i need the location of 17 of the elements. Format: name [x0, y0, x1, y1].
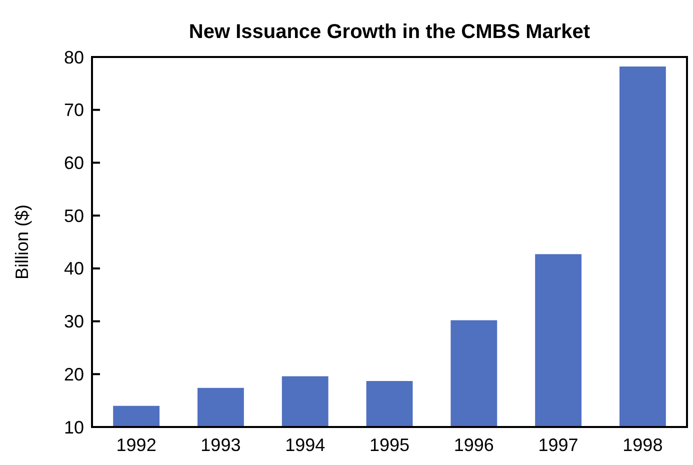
y-axis-title: Billion ($) — [12, 204, 32, 280]
x-tick-label: 1998 — [622, 435, 663, 455]
y-tick-label: 10 — [64, 417, 84, 438]
y-tick-label: 30 — [64, 312, 84, 332]
y-tick-label: 20 — [64, 364, 84, 384]
x-tick-label: 1996 — [454, 435, 494, 455]
y-tick-label: 40 — [64, 258, 84, 279]
y-tick-label: 50 — [64, 206, 84, 226]
x-tick-label: 1995 — [369, 435, 410, 455]
y-tick-label: 80 — [64, 47, 84, 68]
y-tick-label: 70 — [64, 100, 84, 120]
x-tick-label: 1992 — [116, 435, 156, 455]
y-tick-label: 60 — [64, 153, 84, 174]
x-tick-label: 1993 — [200, 435, 241, 455]
x-tick-label: 1994 — [285, 435, 326, 455]
chart-title: New Issuance Growth in the CMBS Market — [188, 21, 590, 43]
x-tick-label: 1997 — [538, 435, 578, 455]
